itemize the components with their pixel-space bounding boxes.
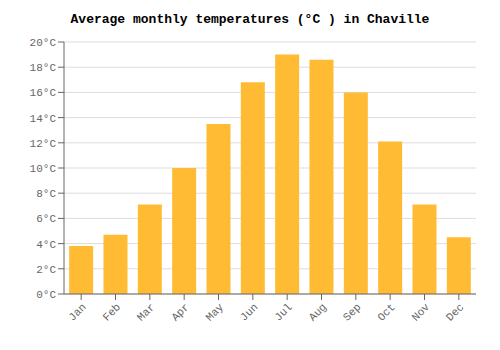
svg-text:20°C: 20°C bbox=[30, 37, 57, 49]
svg-text:Feb: Feb bbox=[101, 301, 123, 323]
svg-text:Oct: Oct bbox=[375, 301, 397, 323]
svg-text:Sep: Sep bbox=[341, 301, 363, 323]
svg-text:10°C: 10°C bbox=[30, 163, 57, 175]
svg-text:18°C: 18°C bbox=[30, 62, 57, 74]
svg-text:May: May bbox=[204, 301, 227, 324]
svg-text:14°C: 14°C bbox=[30, 113, 57, 125]
svg-text:Jan: Jan bbox=[66, 301, 88, 323]
svg-text:Jul: Jul bbox=[272, 301, 294, 323]
svg-text:Jun: Jun bbox=[238, 301, 260, 323]
svg-text:8°C: 8°C bbox=[36, 188, 56, 200]
svg-text:Nov: Nov bbox=[410, 301, 433, 324]
svg-text:4°C: 4°C bbox=[36, 239, 56, 251]
svg-text:2°C: 2°C bbox=[36, 264, 56, 276]
svg-text:Mar: Mar bbox=[135, 301, 157, 323]
svg-text:Apr: Apr bbox=[169, 301, 191, 323]
svg-text:6°C: 6°C bbox=[36, 213, 56, 225]
svg-text:0°C: 0°C bbox=[36, 289, 56, 301]
html-text:Average monthly temperatures (: Average monthly temperatures (°C ) in Ch… bbox=[70, 12, 430, 27]
svg-text:16°C: 16°C bbox=[30, 87, 57, 99]
svg-text:Aug: Aug bbox=[307, 301, 329, 323]
svg-text:12°C: 12°C bbox=[30, 138, 57, 150]
svg-text:Dec: Dec bbox=[444, 301, 466, 323]
